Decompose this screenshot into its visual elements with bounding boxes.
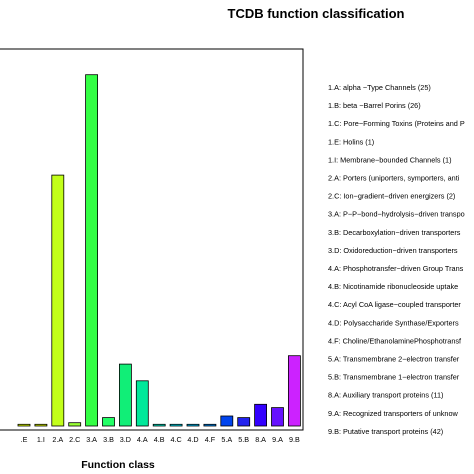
bar-9-b bbox=[287, 355, 301, 427]
x-tick-label: 9.A bbox=[272, 435, 283, 444]
legend-entry: 1.B: beta −Barrel Porins (26) bbox=[328, 101, 421, 110]
legend-entry: 5.A: Transmembrane 2−electron transfer bbox=[328, 355, 460, 364]
bar-5-a bbox=[220, 415, 234, 427]
x-tick-label: 4.B bbox=[154, 435, 165, 444]
x-tick-label: 3.D bbox=[120, 435, 131, 444]
bar-3-d bbox=[119, 363, 132, 427]
legend-entry: 5.B: Transmembrane 1−electron transfer bbox=[328, 373, 460, 382]
legend-entry: 2.C: Ion−gradient−driven energizers (2) bbox=[328, 192, 455, 201]
bar-4-c bbox=[169, 423, 183, 427]
legend-entry: 4.F: Choline/EthanolaminePhosphotransf bbox=[328, 336, 462, 345]
x-tick-label: 4.C bbox=[171, 435, 182, 444]
bar-3-a bbox=[85, 74, 98, 427]
bar-9-a bbox=[271, 407, 284, 427]
legend-entry: 4.D: Polysaccharide Synthase/Exporters bbox=[328, 318, 459, 327]
bar-2-c bbox=[68, 422, 82, 427]
x-tick-label: 4.D bbox=[187, 435, 198, 444]
plot-area-frame bbox=[0, 48, 304, 431]
legend-entry: 1.C: Pore−Forming Toxins (Proteins and P bbox=[328, 119, 465, 128]
legend-entry: 1.E: Holins (1) bbox=[328, 137, 374, 146]
x-tick-label: 2.A bbox=[52, 435, 63, 444]
x-tick-label: 1.I bbox=[37, 435, 45, 444]
legend-entry: 3.A: P−P−bond−hydrolysis−driven transpo bbox=[328, 210, 465, 219]
legend-entry: 4.B: Nicotinamide ribonucleoside uptake bbox=[328, 282, 458, 291]
legend-entry: 3.B: Decarboxylation−driven transporters bbox=[328, 228, 461, 237]
bar-1-e bbox=[17, 423, 31, 427]
bar-8-a bbox=[254, 403, 268, 427]
x-tick-label: .E bbox=[21, 435, 28, 444]
bar-4-f bbox=[203, 423, 217, 427]
legend-entry: 1.I: Membrane−bounded Channels (1) bbox=[328, 155, 452, 164]
bar-5-b bbox=[237, 417, 251, 427]
legend-entry: 3.D: Oxidoreduction−driven transporters bbox=[328, 246, 458, 255]
bars-layer bbox=[17, 74, 301, 427]
x-tick-label: 5.A bbox=[221, 435, 232, 444]
x-tick-label: 3.A bbox=[86, 435, 97, 444]
legend: 1.A: alpha −Type Channels (25) 1.B: beta … bbox=[328, 83, 465, 436]
legend-entry: 8.A: Auxiliary transport proteins (11) bbox=[328, 391, 443, 400]
legend-entry: 9.A: Recognized transporters of unknow bbox=[328, 409, 459, 418]
x-tick-label: 5.B bbox=[238, 435, 249, 444]
bar-4-b bbox=[152, 423, 166, 427]
bar-4-d bbox=[186, 423, 200, 427]
x-tick-label: 3.B bbox=[103, 435, 114, 444]
chart-title: TCDB function classification bbox=[228, 6, 405, 21]
x-tick-label: 4.A bbox=[137, 435, 148, 444]
bar-4-a bbox=[135, 380, 149, 427]
bar-1-i bbox=[34, 423, 48, 427]
x-tick-labels: .E 1.I 2.A 2.C 3.A 3.B 3.D 4.A 4.B 4.C 4.D 4.F 5.A 5.… bbox=[21, 435, 300, 444]
legend-entry: 9.B: Putative transport proteins (42) bbox=[328, 427, 443, 436]
bar-3-b bbox=[102, 417, 115, 427]
x-tick-label: 9.B bbox=[289, 435, 300, 444]
x-axis-label: Function class bbox=[81, 459, 155, 471]
x-tick-label: 4.F bbox=[205, 435, 216, 444]
legend-entry: 4.A: Phosphotransfer−driven Group Trans bbox=[328, 264, 464, 273]
x-tick-label: 8.A bbox=[255, 435, 266, 444]
x-tick-label: 2.C bbox=[69, 435, 80, 444]
legend-entry: 2.A: Porters (uniporters, symporters, an… bbox=[328, 174, 460, 183]
legend-entry: 1.A: alpha −Type Channels (25) bbox=[328, 83, 431, 92]
legend-entry: 4.C: Acyl CoA ligase−coupled transporter bbox=[328, 300, 461, 309]
bar-2-a bbox=[51, 174, 65, 427]
